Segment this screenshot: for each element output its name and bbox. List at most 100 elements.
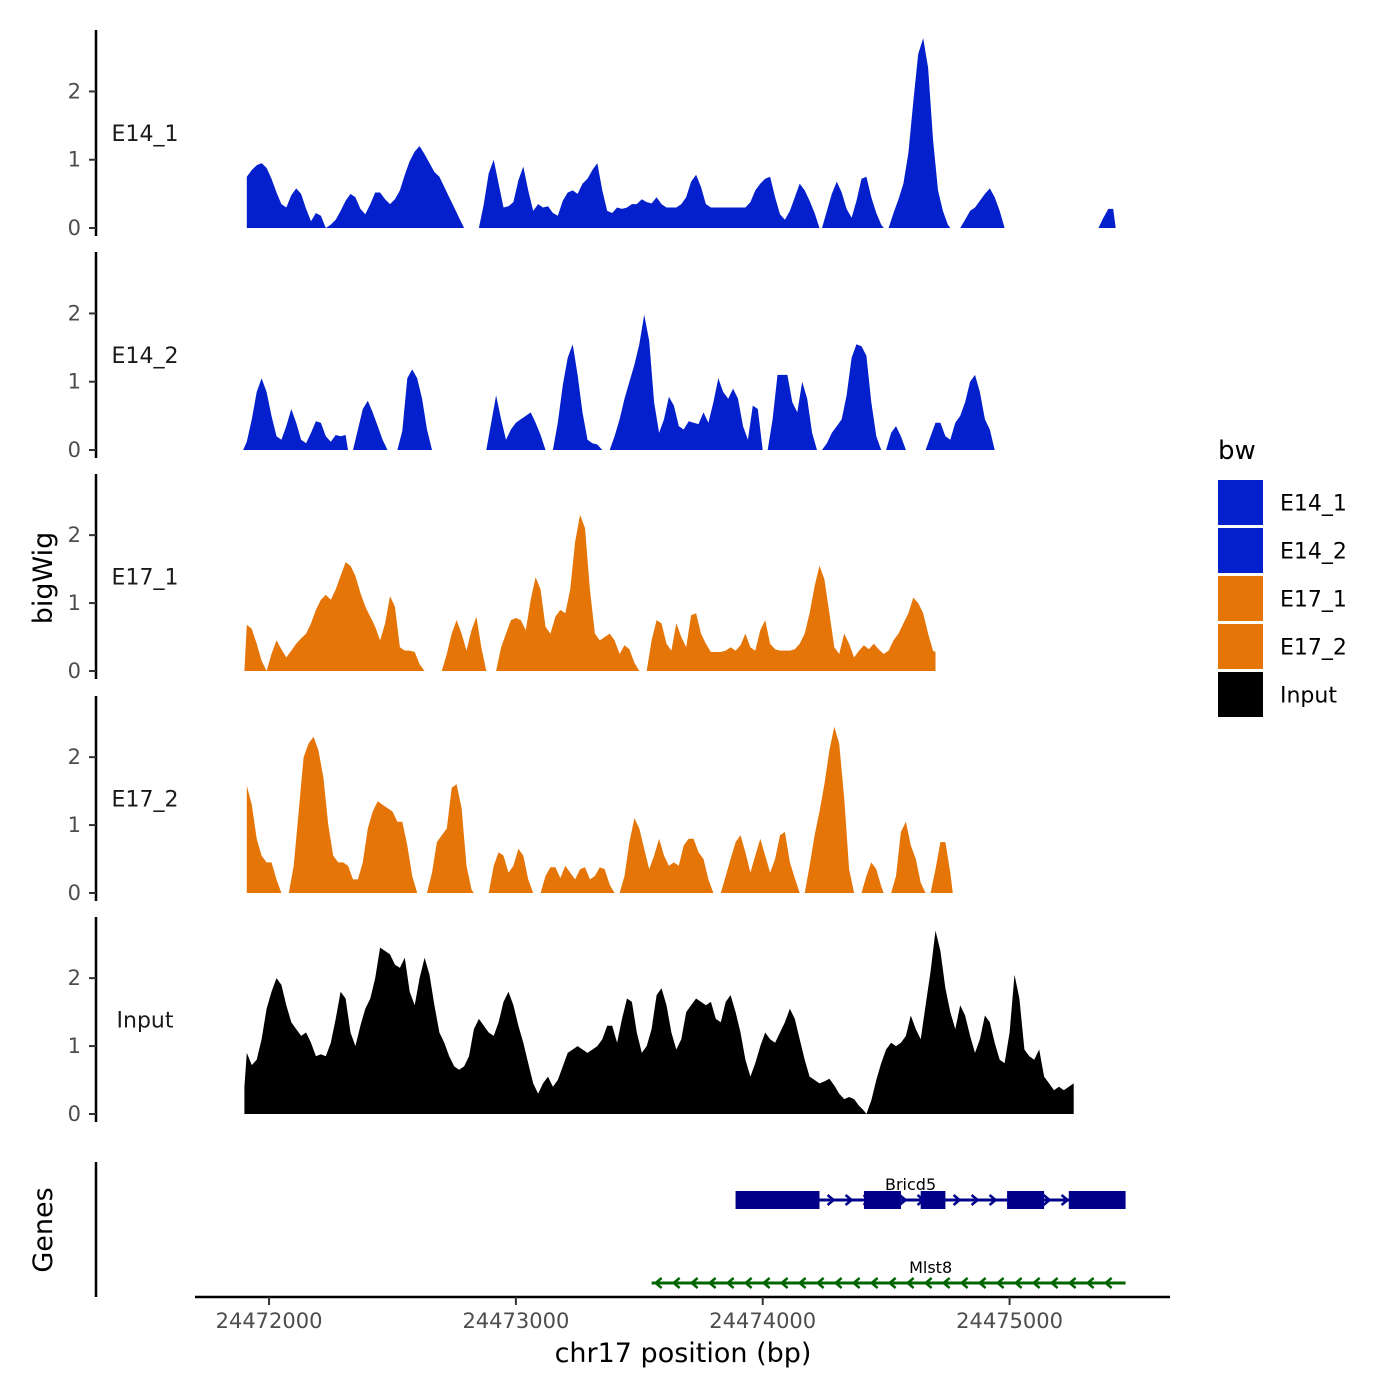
signal-area xyxy=(552,344,603,450)
track-label: Input xyxy=(117,1009,174,1034)
signal-area xyxy=(486,395,546,450)
legend-entry: Input xyxy=(1218,672,1337,717)
signal-area xyxy=(767,374,817,450)
legend-swatch xyxy=(1218,576,1263,621)
strand-arrow xyxy=(1013,1277,1023,1289)
gene-mlst8: Mlst8 xyxy=(651,1258,1126,1289)
tracks-layer: 0 1 2 E14_1 0 1 2 E14_2 0 1 2 E17_1 0 1 2 E17_2 0 1 2 Input xyxy=(68,30,1116,1126)
strand-arrow xyxy=(952,1194,962,1206)
y-tick-label: 2 xyxy=(68,79,81,103)
signal-area xyxy=(488,848,534,893)
genes-panel: Genes Bricd5 Mlst8 xyxy=(28,1162,1126,1297)
signal-area xyxy=(925,374,995,450)
signal-area xyxy=(1098,208,1116,228)
legend-label: E14_2 xyxy=(1280,540,1347,565)
strand-arrow xyxy=(797,1277,807,1289)
strand-arrow xyxy=(725,1277,735,1289)
gene-label: Mlst8 xyxy=(909,1258,952,1277)
exon-block xyxy=(920,1191,946,1209)
strand-arrow xyxy=(869,1277,879,1289)
strand-arrow xyxy=(671,1277,681,1289)
legend-swatch xyxy=(1218,624,1263,669)
y-tick-label: 1 xyxy=(68,591,81,615)
strand-arrow xyxy=(1031,1277,1041,1289)
strand-arrow xyxy=(1042,1194,1052,1206)
signal-area xyxy=(891,821,926,893)
track-label: E14_2 xyxy=(112,344,179,369)
signal-area xyxy=(244,930,1074,1114)
strand-arrow xyxy=(653,1277,663,1289)
legend-label: E17_2 xyxy=(1280,636,1347,661)
strand-arrow xyxy=(988,1194,998,1206)
signal-area xyxy=(288,736,418,893)
y-tick-label: 2 xyxy=(68,966,81,990)
signal-area xyxy=(427,784,474,893)
y-tick-label: 0 xyxy=(68,659,81,683)
legend-swatch xyxy=(1218,528,1263,573)
signal-area xyxy=(822,176,884,228)
legend-entry: E17_2 xyxy=(1218,624,1347,669)
y-tick-label: 0 xyxy=(68,438,81,462)
strand-arrow xyxy=(826,1194,836,1206)
signal-area xyxy=(720,831,800,893)
gene-label: Bricd5 xyxy=(885,1175,936,1194)
x-axis: chr17 position (bp) 24472000 24473000 2447… xyxy=(195,1295,1170,1369)
strand-arrow xyxy=(1067,1277,1077,1289)
signal-area xyxy=(397,369,432,450)
x-tick-label: 24472000 xyxy=(216,1309,323,1333)
exon-block xyxy=(735,1191,820,1209)
signal-area xyxy=(246,146,465,228)
strand-arrow xyxy=(923,1277,933,1289)
strand-arrow xyxy=(941,1277,951,1289)
strand-arrow xyxy=(905,1277,915,1289)
strand-arrow xyxy=(743,1277,753,1289)
signal-area xyxy=(822,344,882,450)
signal-area xyxy=(646,565,936,671)
signal-area xyxy=(244,562,425,671)
x-tick-label: 24475000 xyxy=(956,1309,1063,1333)
y-tick-label: 2 xyxy=(68,745,81,769)
x-axis-title: chr17 position (bp) xyxy=(555,1338,812,1369)
track-label: E17_1 xyxy=(112,566,179,591)
signal-area xyxy=(540,865,615,893)
strand-arrow xyxy=(761,1277,771,1289)
legend-entry: E14_1 xyxy=(1218,480,1347,525)
legend-swatch xyxy=(1218,672,1263,717)
legend-swatch xyxy=(1218,480,1263,525)
strand-arrow xyxy=(844,1194,854,1206)
y-tick-label: 2 xyxy=(68,301,81,325)
legend-entry: E17_1 xyxy=(1218,576,1347,621)
y-tick-label: 0 xyxy=(68,881,81,905)
strand-arrow xyxy=(1060,1194,1070,1206)
x-tick-label: 24473000 xyxy=(462,1309,569,1333)
legend-label: E14_1 xyxy=(1280,492,1347,517)
exon-block xyxy=(1068,1191,1126,1209)
y-tick-label: 1 xyxy=(68,370,81,394)
signal-area xyxy=(243,378,348,450)
signal-area xyxy=(619,818,714,893)
strand-arrow xyxy=(1085,1277,1095,1289)
strand-arrow xyxy=(977,1277,987,1289)
signal-area xyxy=(478,159,820,228)
strand-arrow xyxy=(1049,1277,1059,1289)
strand-arrow xyxy=(779,1277,789,1289)
strand-arrow xyxy=(995,1277,1005,1289)
y-tick-label: 0 xyxy=(68,216,81,240)
strand-arrow xyxy=(851,1277,861,1289)
y-tick-label: 1 xyxy=(68,813,81,837)
strand-arrow xyxy=(970,1194,980,1206)
strand-arrow xyxy=(689,1277,699,1289)
strand-arrow xyxy=(815,1277,825,1289)
y-tick-label: 0 xyxy=(68,1102,81,1126)
signal-area xyxy=(888,38,951,229)
y-tick-label: 2 xyxy=(68,523,81,547)
genes-title: Genes xyxy=(28,1187,59,1272)
track-e17-2: 0 1 2 E17_2 xyxy=(68,696,953,905)
signal-area xyxy=(804,726,855,893)
legend: bw E14_1 E14_2 E17_1 E17_2 Input xyxy=(1218,436,1347,717)
track-input: 0 1 2 Input xyxy=(68,917,1074,1126)
signal-area xyxy=(353,400,388,450)
exon-block xyxy=(863,1191,901,1209)
legend-title: bw xyxy=(1218,436,1256,466)
